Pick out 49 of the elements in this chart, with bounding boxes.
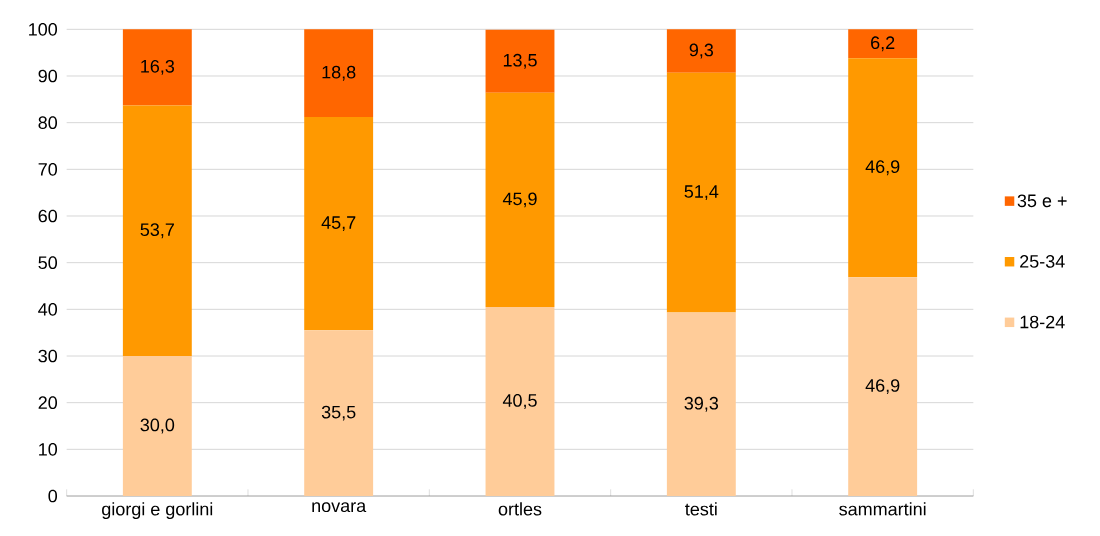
bar [485, 29, 555, 93]
y-tick-label: 50 [38, 256, 58, 270]
data-label: 30,0 [140, 418, 175, 434]
data-label: 9,3 [689, 43, 714, 59]
data-label: 46,9 [865, 379, 900, 394]
bar [304, 29, 374, 118]
y-tick-label: 70 [38, 162, 58, 176]
data-label: 40,5 [502, 394, 537, 409]
data-label: 45,9 [502, 192, 537, 208]
data-label: 35,5 [321, 405, 356, 421]
bar [122, 105, 192, 356]
bar [666, 72, 736, 313]
data-label: 18,8 [322, 65, 356, 81]
x-tick-label: sammartini [839, 502, 926, 516]
bar [304, 330, 374, 496]
y-tick-label: 10 [39, 442, 58, 456]
bar [485, 92, 555, 307]
y-tick-label: 30 [38, 349, 58, 363]
data-label: 16,3 [141, 59, 175, 75]
data-label: 46,9 [865, 160, 900, 176]
y-tick-label: 20 [38, 396, 58, 410]
data-label: 51,4 [684, 185, 719, 200]
y-tick-label: 60 [38, 209, 58, 223]
bar [485, 307, 555, 496]
x-tick-label: giorgi e gorlini [102, 502, 213, 520]
legend-label: 25-34 [1020, 255, 1065, 268]
bar [848, 277, 918, 496]
bar [848, 29, 918, 59]
y-tick-label: 40 [38, 302, 58, 316]
legend-label: 18-24 [1020, 315, 1065, 329]
bar [666, 29, 736, 73]
legend-label: 35 e + [1017, 194, 1067, 208]
bar [848, 58, 918, 278]
y-tick-label: 0 [48, 489, 58, 503]
y-tick-label: 100 [29, 22, 58, 36]
x-tick-label: novara [312, 502, 367, 513]
x-tick-label: testi [685, 502, 717, 516]
bar [666, 312, 736, 496]
data-label: 6,2 [871, 36, 895, 52]
data-label: 39,3 [684, 396, 719, 412]
data-label: 13,5 [503, 53, 537, 69]
y-tick-label: 80 [38, 116, 58, 130]
bar [304, 117, 374, 331]
bar [122, 29, 192, 106]
data-label: 53,7 [140, 223, 174, 239]
data-label: 45,7 [321, 216, 356, 232]
bar [122, 356, 192, 496]
x-tick-label: ortles [498, 502, 542, 516]
y-tick-label: 90 [38, 69, 58, 83]
